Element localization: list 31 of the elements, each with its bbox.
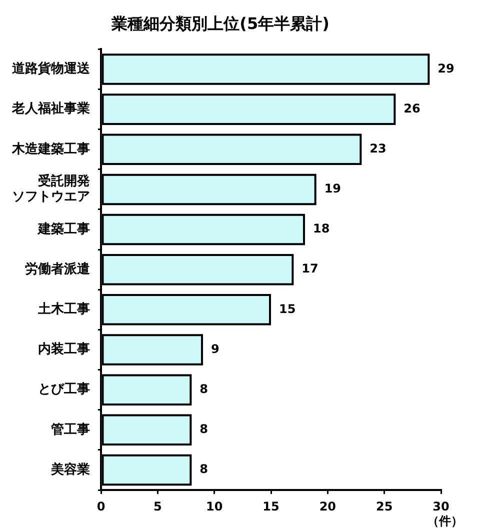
y-tick-label: 老人福祉事業 <box>11 100 90 117</box>
x-tick-label: 10 <box>206 499 223 514</box>
y-tick-label: 道路貨物運送 <box>11 60 91 77</box>
y-tick-label: 労働者派遣 <box>25 260 91 277</box>
data-label: 17 <box>302 262 318 276</box>
y-tick-label: 受託開発ソフトウエア <box>12 173 90 205</box>
y-tick-label: 木造建築工事 <box>11 142 90 157</box>
x-tick-label: 15 <box>262 499 280 514</box>
data-label: 29 <box>438 61 454 76</box>
y-tick-label: 建築工事 <box>37 222 90 237</box>
data-label: 19 <box>324 182 342 196</box>
y-tick-label: 管工事 <box>50 422 90 438</box>
data-label: 9 <box>211 342 220 356</box>
data-label: 15 <box>279 302 296 316</box>
data-label: 8 <box>200 382 208 396</box>
y-tick-label: 美容業 <box>50 461 90 478</box>
data-label: 23 <box>370 142 386 156</box>
y-tick-label: 土木工事 <box>37 302 90 318</box>
data-label: 26 <box>404 101 420 116</box>
data-label: 8 <box>200 422 208 436</box>
x-tick-label: 20 <box>319 499 336 514</box>
data-label: 18 <box>313 222 330 236</box>
x-tick-label: 0 <box>96 499 106 514</box>
x-axis-title: （件） <box>427 514 463 528</box>
y-tick-label: 内装工事 <box>38 342 90 358</box>
x-tick-label: 5 <box>153 499 162 514</box>
x-tick-label: 25 <box>376 499 393 514</box>
data-label: 8 <box>200 462 208 476</box>
x-tick-label: 30 <box>432 499 450 514</box>
chart-title: 業種細分類別上位(5年半累計) <box>110 14 330 33</box>
y-tick-label: とび工事 <box>38 382 90 398</box>
